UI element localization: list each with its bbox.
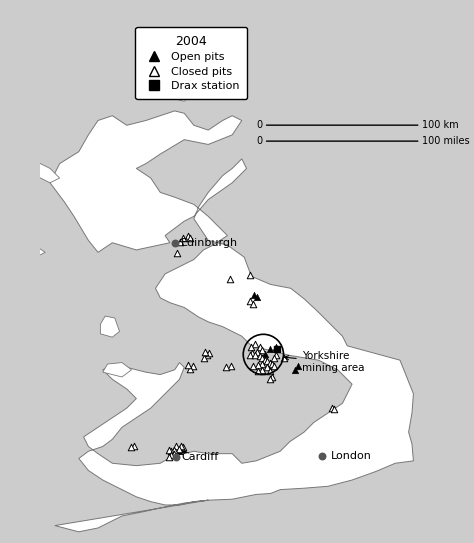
Point xyxy=(189,362,197,370)
Polygon shape xyxy=(50,111,413,532)
Point xyxy=(273,344,281,353)
Point xyxy=(259,359,266,368)
Polygon shape xyxy=(0,154,2,187)
Point xyxy=(201,347,209,356)
Point xyxy=(246,351,254,360)
Point xyxy=(258,345,266,354)
Point xyxy=(273,351,280,360)
Point xyxy=(251,340,259,349)
Point xyxy=(319,451,326,460)
Point xyxy=(259,353,266,362)
Point xyxy=(253,293,261,301)
Point xyxy=(249,362,256,370)
Text: London: London xyxy=(331,451,372,460)
Point xyxy=(261,356,269,364)
Point xyxy=(292,365,299,374)
Point xyxy=(180,233,187,242)
Polygon shape xyxy=(21,159,60,183)
Point xyxy=(175,445,182,453)
Point xyxy=(280,353,288,362)
Point xyxy=(130,441,138,450)
Text: 0: 0 xyxy=(256,136,263,146)
Point xyxy=(251,351,259,360)
Point xyxy=(259,365,266,374)
Text: 100 miles: 100 miles xyxy=(422,136,469,146)
Text: Cardiff: Cardiff xyxy=(182,452,219,462)
Polygon shape xyxy=(103,363,131,377)
Point xyxy=(271,362,278,370)
Point xyxy=(167,451,175,459)
Point xyxy=(268,372,276,381)
Point xyxy=(256,352,264,361)
Point xyxy=(256,343,264,351)
Point xyxy=(294,362,302,371)
Polygon shape xyxy=(100,316,119,337)
Point xyxy=(203,351,211,360)
Point xyxy=(246,297,254,306)
Point xyxy=(173,249,181,257)
Point xyxy=(268,359,276,368)
Point xyxy=(264,357,271,365)
Point xyxy=(223,363,230,372)
Point xyxy=(170,449,177,458)
Point xyxy=(270,353,278,362)
Point xyxy=(254,361,261,369)
Point xyxy=(180,443,187,452)
Text: Edinburgh: Edinburgh xyxy=(181,238,238,248)
Point xyxy=(180,445,187,454)
Point xyxy=(187,234,194,243)
Point xyxy=(254,367,261,375)
Point xyxy=(330,405,338,413)
Point xyxy=(253,347,261,356)
Point xyxy=(177,238,184,247)
Point xyxy=(266,367,273,375)
Point xyxy=(184,361,192,369)
Point xyxy=(226,274,234,283)
Point xyxy=(273,343,280,351)
Point xyxy=(175,447,182,456)
Point xyxy=(205,349,213,358)
Point xyxy=(127,443,134,452)
Point xyxy=(228,362,235,370)
Point xyxy=(250,290,257,299)
Point xyxy=(184,231,192,240)
Text: 0: 0 xyxy=(256,120,263,130)
Point xyxy=(173,442,180,451)
Point xyxy=(266,375,273,384)
Point xyxy=(264,363,271,372)
Point xyxy=(167,447,175,456)
Point xyxy=(165,453,173,462)
Point xyxy=(172,453,180,462)
Point xyxy=(187,364,194,373)
Point xyxy=(266,344,273,353)
Polygon shape xyxy=(17,243,45,257)
Point xyxy=(177,441,185,450)
Point xyxy=(201,353,208,362)
Point xyxy=(249,299,256,308)
Text: Yorkshire
mining area: Yorkshire mining area xyxy=(284,351,364,373)
Point xyxy=(261,350,269,359)
Point xyxy=(172,238,179,247)
Point xyxy=(247,343,255,351)
Polygon shape xyxy=(165,87,194,102)
Point xyxy=(165,446,173,454)
Legend: Open pits, Closed pits, Drax station: Open pits, Closed pits, Drax station xyxy=(136,27,247,99)
Point xyxy=(328,404,336,413)
Point xyxy=(266,358,273,367)
Point xyxy=(170,446,177,454)
Text: 100 km: 100 km xyxy=(422,120,458,130)
Point xyxy=(248,349,256,357)
Point xyxy=(246,270,254,279)
